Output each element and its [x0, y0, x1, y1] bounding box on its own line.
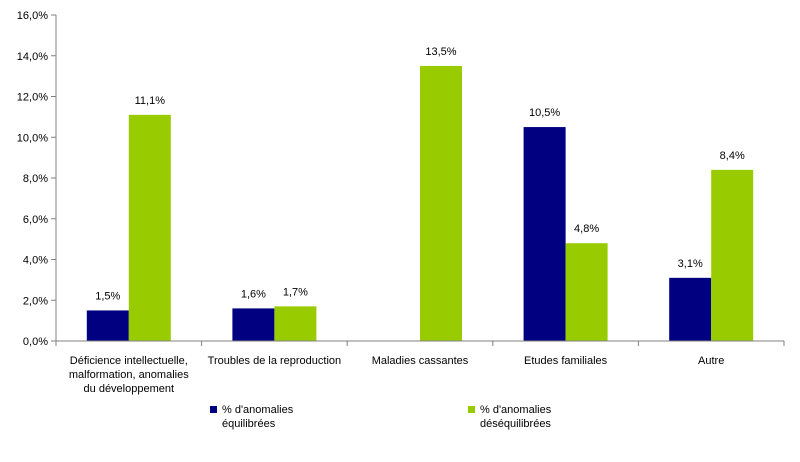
legend-swatch — [468, 406, 475, 413]
data-label: 13,5% — [425, 46, 456, 58]
y-tick-label: 6,0% — [23, 214, 48, 226]
data-label: 11,1% — [135, 95, 166, 107]
y-tick-label: 16,0% — [17, 10, 48, 22]
category-label: Déficience intellectuelle, malformation, … — [69, 355, 189, 395]
y-tick-label: 10,0% — [17, 132, 48, 144]
bar-series-2-cat-2 — [274, 306, 317, 341]
category-label-line: Autre — [698, 355, 724, 367]
legend: % d'anomalies équilibrées % d'anomalies dés… — [210, 404, 552, 430]
y-axis-ticks: 0,0% 2,0% 4,0% 6,0% 8,0% 10,0% 12,0% 14,0% 16,0% — [17, 10, 56, 348]
category-label: Etudes familiales — [524, 355, 608, 367]
category-label: Troubles de la reproduction — [208, 355, 342, 367]
bar-series-1-cat-5 — [669, 277, 712, 341]
data-label: 1,7% — [283, 286, 308, 298]
data-label: 1,6% — [241, 288, 266, 300]
data-label: 1,5% — [95, 290, 120, 302]
category-labels: Déficience intellectuelle, malformation, … — [69, 355, 724, 395]
bar-series-2-cat-1 — [128, 114, 171, 342]
legend-label: % d'anomalies équilibrées — [222, 404, 294, 430]
bars — [86, 65, 754, 342]
bar-series-2-cat-3 — [420, 65, 462, 341]
bar-series-1-cat-1 — [86, 310, 129, 341]
category-label-line: du développement — [84, 383, 175, 395]
y-tick-label: 2,0% — [23, 295, 48, 307]
data-label: 3,1% — [678, 258, 703, 270]
legend-label-line: % d'anomalies — [480, 404, 552, 416]
y-tick-label: 4,0% — [23, 255, 48, 267]
y-tick-label: 14,0% — [17, 51, 48, 63]
y-tick-label: 8,0% — [23, 173, 48, 185]
bar-series-2-cat-4 — [565, 243, 608, 341]
data-label: 4,8% — [574, 223, 599, 235]
bar-series-1-cat-2 — [232, 308, 275, 341]
category-label: Autre — [698, 355, 724, 367]
legend-swatch — [210, 406, 217, 413]
category-label-line: Déficience intellectuelle, — [70, 355, 188, 367]
axes — [55, 15, 785, 346]
legend-label: % d'anomalies déséquilibrées — [480, 404, 552, 430]
category-label-line: Troubles de la reproduction — [208, 355, 342, 367]
bar-series-1-cat-4 — [523, 127, 566, 341]
legend-label-line: déséquilibrées — [480, 418, 551, 430]
category-label-line: malformation, anomalies — [69, 369, 189, 381]
data-labels: 1,5% 1,6% 10,5% 3,1% 11,1% 1,7% 13,5% 4,8% 8,4% — [95, 46, 745, 303]
category-label-line: Etudes familiales — [524, 355, 608, 367]
data-label: 10,5% — [529, 107, 560, 119]
y-tick-label: 0,0% — [23, 336, 48, 348]
legend-label-line: équilibrées — [222, 418, 276, 430]
category-label-line: Maladies cassantes — [372, 355, 469, 367]
y-tick-label: 12,0% — [17, 92, 48, 104]
legend-label-line: % d'anomalies — [222, 404, 294, 416]
data-label: 8,4% — [720, 150, 745, 162]
bar-series-2-cat-5 — [711, 169, 754, 341]
category-label: Maladies cassantes — [372, 355, 469, 367]
